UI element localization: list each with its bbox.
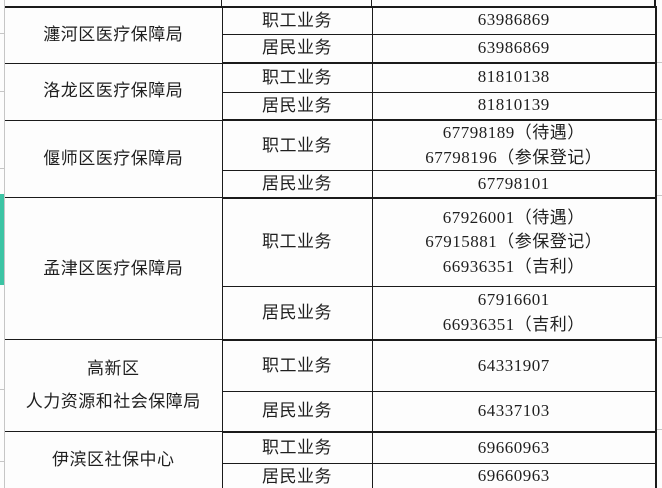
org-cell: 孟津区医疗保障局	[5, 197, 223, 341]
table-row: 偃师区医疗保障局 职工业务 67798189（待遇） 67798196（参保登记）	[5, 120, 656, 199]
phone-line: 81810139	[477, 95, 550, 115]
business-type-cell: 居民业务	[222, 34, 373, 64]
gridline-tick	[0, 461, 4, 462]
gridline-tick	[657, 337, 662, 338]
business-type-cell: 职工业务	[222, 7, 373, 35]
phone-number-cell: 67798101	[372, 170, 656, 199]
business-type-cell: 职工业务	[222, 431, 373, 465]
phone-line: 67798189（待遇）	[442, 123, 585, 142]
gridline-tick	[0, 91, 4, 92]
gridline-tick	[657, 119, 662, 120]
phone-line: 67798196（参保登记）	[425, 147, 603, 167]
org-cell: 偃师区医疗保障局	[5, 120, 223, 199]
org-name-line: 洛龙区医疗保障局	[43, 81, 184, 101]
phone-table-body: 瀍河区医疗保障局 职工业务 63986869 居民业务 63986869 洛龙区医疗保障局…	[5, 7, 656, 488]
table-gridline	[654, 0, 656, 7]
table-gridline	[221, 0, 222, 7]
phone-line: 67915881（参保登记）	[425, 232, 603, 252]
table-row: 居民业务 81810139	[5, 92, 656, 121]
phone-number-cell: 67798189（待遇） 67798196（参保登记）	[372, 120, 656, 172]
business-type-cell: 职工业务	[222, 339, 373, 393]
gridline-tick	[0, 168, 4, 169]
phone-line: 66936351（吉利）	[442, 256, 585, 276]
gridline-tick	[0, 33, 4, 34]
phone-directory-table: 瀍河区医疗保障局 职工业务 63986869 居民业务 63986869 洛龙区医疗保障局…	[5, 6, 657, 488]
table-row: 洛龙区医疗保障局 职工业务 81810138	[5, 63, 656, 121]
gridline-tick	[657, 429, 662, 430]
phone-number-cell: 63986869	[372, 7, 656, 35]
phone-number-cell: 67926001（待遇） 67915881（参保登记） 66936351（吉利）	[372, 197, 656, 288]
table-gridline	[371, 0, 372, 7]
phone-number-cell: 81810139	[372, 92, 656, 121]
business-type-cell: 居民业务	[222, 286, 373, 341]
phone-line: 64337103	[477, 401, 550, 421]
phone-line: 67926001（待遇）	[442, 207, 585, 227]
gridline-tick	[0, 389, 4, 390]
phone-line: 64331907	[477, 355, 550, 375]
table-row: 孟津区医疗保障局 职工业务 67926001（待遇） 67915881（参保登记） 66…	[5, 197, 656, 341]
gridline-tick	[657, 195, 662, 196]
org-name-line: 瀍河区医疗保障局	[43, 25, 184, 45]
table-row: 居民业务 67916601 66936351（吉利）	[5, 286, 656, 341]
phone-line: 66936351（吉利）	[442, 315, 585, 335]
org-name-line: 人力资源和社会保障局	[25, 391, 201, 411]
business-type-cell: 居民业务	[222, 391, 373, 433]
org-name-line: 伊滨区社保中心	[52, 450, 175, 470]
business-type-cell: 职工业务	[222, 120, 373, 172]
phone-line: 63986869	[477, 37, 550, 57]
table-row: 居民业务 67798101	[5, 170, 656, 199]
phone-number-cell: 69660963	[372, 463, 656, 488]
business-type-cell: 居民业务	[222, 170, 373, 199]
org-name-line: 偃师区医疗保障局	[43, 148, 184, 168]
org-name-line: 高新区	[87, 359, 140, 379]
phone-number-cell: 69660963	[372, 431, 656, 465]
org-cell: 伊滨区社保中心	[5, 431, 223, 488]
business-type-cell: 职工业务	[222, 197, 373, 288]
phone-line: 63986869	[477, 10, 550, 30]
business-type-cell: 居民业务	[222, 92, 373, 121]
table-row: 居民业务 64337103	[5, 391, 656, 433]
phone-line: 69660963	[477, 466, 550, 486]
table-row: 瀍河区医疗保障局 职工业务 63986869	[5, 7, 656, 64]
phone-line: 81810138	[477, 67, 550, 87]
table-row: 居民业务 63986869	[5, 34, 656, 64]
business-type-cell: 居民业务	[222, 463, 373, 488]
gridline-tick	[657, 62, 662, 63]
business-type-cell: 职工业务	[222, 63, 373, 93]
table-row: 高新区 人力资源和社会保障局 职工业务 64331907	[5, 339, 656, 433]
phone-number-cell: 64337103	[372, 391, 656, 433]
phone-line: 67798101	[477, 173, 550, 193]
sheet-left-gridline	[4, 0, 5, 488]
phone-number-cell: 81810138	[372, 63, 656, 93]
table-row: 伊滨区社保中心 职工业务 69660963	[5, 431, 656, 488]
phone-line: 69660963	[477, 437, 550, 457]
org-cell: 洛龙区医疗保障局	[5, 63, 223, 121]
phone-line: 67916601	[477, 290, 550, 310]
phone-number-cell: 67916601 66936351（吉利）	[372, 286, 656, 341]
org-name-line: 孟津区医疗保障局	[43, 258, 184, 278]
phone-number-cell: 63986869	[372, 34, 656, 64]
org-cell: 高新区人力资源和社会保障局	[5, 339, 223, 433]
org-cell: 瀍河区医疗保障局	[5, 7, 223, 64]
selection-highlight-bar	[0, 194, 4, 285]
phone-number-cell: 64331907	[372, 339, 656, 393]
table-row: 居民业务 69660963	[5, 463, 656, 488]
